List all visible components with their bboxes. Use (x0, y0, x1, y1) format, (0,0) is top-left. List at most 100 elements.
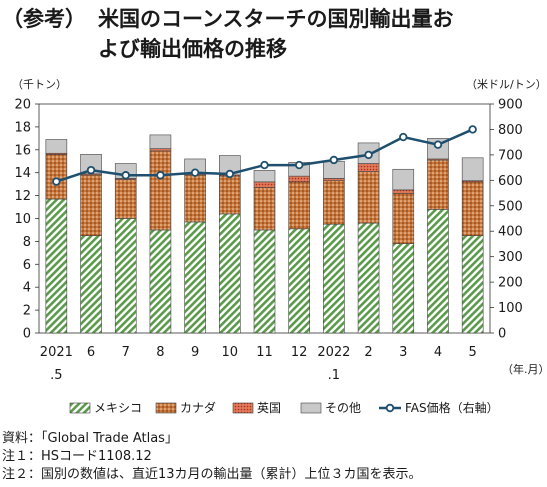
bar-diag-green (288, 228, 310, 334)
x-tick-label: 7 (122, 345, 130, 360)
bar-diag-green (45, 198, 68, 334)
price-point (433, 140, 443, 149)
bar-dots-red (323, 178, 345, 182)
left-tick-label: 0 (23, 327, 31, 342)
right-tick-label: 400 (498, 225, 523, 240)
left-tick-label: 18 (14, 120, 31, 135)
left-tick-label: 8 (23, 235, 31, 250)
left-tick-label: 14 (14, 166, 31, 181)
left-axis-unit: （千トン） (12, 78, 67, 91)
x-tick-label: 3 (399, 345, 407, 360)
x-axis-unit: （年.月） (502, 362, 547, 376)
x-tick-label: 10 (222, 345, 239, 360)
x-tick-label: 2022 (317, 345, 350, 360)
right-tick-label: 200 (498, 276, 523, 291)
right-axis-unit: （米ドル/トン） (466, 78, 547, 91)
bars-layer (45, 134, 484, 334)
left-tick-label: 10 (14, 212, 31, 227)
legend-line-marker (385, 403, 395, 413)
bar-diag-green (149, 229, 172, 334)
x-tick-label: 4 (434, 345, 442, 360)
x-tick-label: 11 (256, 345, 273, 360)
price-point (399, 132, 408, 142)
bar-solid-gray (149, 134, 172, 149)
price-line-layer (52, 125, 477, 186)
bar-diag-green (219, 213, 241, 334)
bar-dots-red (357, 163, 380, 172)
bar-dots-brown (80, 174, 102, 236)
x-tick-label: 2021 (40, 345, 73, 360)
left-tick-label: 4 (23, 281, 31, 296)
bar-diag-green (80, 235, 102, 334)
bar-dots-brown (461, 181, 484, 236)
legend-swatch (232, 402, 254, 414)
bar-dots-brown (357, 171, 380, 224)
price-point (260, 160, 269, 170)
x-tick-label: .1 (328, 368, 340, 383)
left-tick-label: 20 (14, 98, 31, 113)
bar-dots-brown (219, 175, 241, 215)
legend-label: メキシコ (94, 401, 142, 415)
left-tick-label: 2 (23, 304, 31, 319)
bar-dots-brown (184, 174, 206, 223)
price-point (364, 150, 373, 160)
bar-dots-brown (114, 179, 137, 219)
right-tick-label: 500 (498, 199, 523, 214)
x-tick-label: 9 (191, 345, 199, 360)
bar-dots-brown (427, 159, 449, 210)
price-point (121, 171, 130, 180)
x-tick-label: 2 (364, 345, 372, 360)
bar-dots-red (253, 181, 276, 188)
legend-swatch (69, 402, 91, 414)
note-source: 資料：「Global Trade Atlas」 (2, 431, 178, 446)
x-tick-label: 6 (87, 345, 95, 360)
bar-dots-brown (45, 154, 68, 200)
left-tick-label: 12 (14, 189, 31, 204)
x-tick-label: .5 (50, 368, 62, 383)
bar-dots-brown (288, 181, 310, 230)
price-point (468, 125, 477, 134)
right-tick-label: 900 (498, 98, 523, 113)
right-tick-label: 300 (498, 250, 523, 265)
bar-diag-green (357, 222, 380, 334)
legend-swatch (155, 402, 177, 414)
x-tick-label: 12 (291, 345, 308, 360)
right-tick-label: 700 (498, 148, 523, 163)
bar-dots-brown (392, 193, 415, 244)
x-tick-label: 8 (156, 345, 164, 360)
price-point (52, 177, 61, 186)
title-line-1: 米国のコーンスターチの国別輸出量お (98, 7, 454, 31)
legend-label: 英国 (257, 401, 281, 415)
bar-diag-green (392, 243, 415, 334)
legend-label: FAS価格（右軸） (405, 400, 499, 415)
bar-diag-green (184, 221, 206, 334)
bar-dots-brown (323, 180, 345, 225)
right-tick-label: 800 (498, 123, 523, 138)
legend-swatch (300, 402, 322, 414)
title-line-2: よび輸出価格の推移 (98, 37, 287, 61)
notes-block: 資料：「Global Trade Atlas」 注１：HSコード1108.12 … (2, 430, 422, 484)
bar-solid-gray (45, 139, 68, 154)
title-prefix: （参考） (2, 7, 86, 31)
legend-label: カナダ (180, 400, 216, 415)
x-tick-label: 5 (469, 345, 477, 360)
chart-canvas: 0246810121416182001002003004005006007008… (14, 98, 547, 416)
bar-diag-green (114, 218, 137, 334)
bar-diag-green (427, 209, 449, 334)
legend: メキシコ カナダ 英国 その他 FAS価格（右軸） (69, 400, 499, 415)
note-2: 注２：国別の数値は、直近13カ月の輸出量（累計）上位３カ国を表示。 (2, 467, 422, 482)
price-point (225, 169, 235, 179)
price-point (329, 155, 339, 165)
left-tick-label: 16 (14, 143, 31, 158)
bar-solid-gray (461, 157, 484, 182)
bar-dots-brown (253, 187, 276, 231)
price-point (190, 168, 200, 177)
price-point (294, 160, 304, 170)
bar-solid-gray (392, 168, 415, 191)
bar-diag-green (461, 235, 484, 334)
right-tick-label: 0 (498, 327, 506, 342)
bar-diag-green (323, 223, 345, 334)
note-1: 注１：HSコード1108.12 (2, 449, 152, 464)
price-point (86, 165, 96, 175)
bar-solid-gray (253, 170, 276, 183)
